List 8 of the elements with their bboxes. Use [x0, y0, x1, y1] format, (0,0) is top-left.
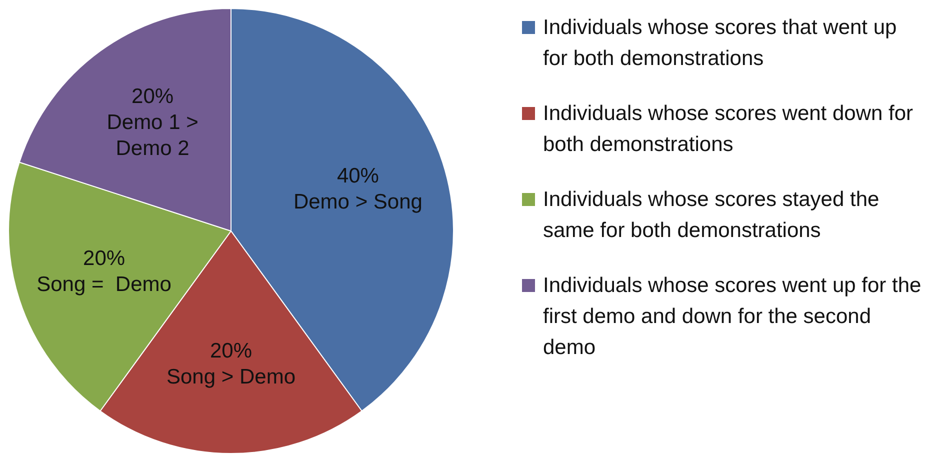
data-label: 20% Song = Demo	[36, 247, 172, 296]
data-label: 20% Demo 1 > Demo 2	[106, 84, 198, 160]
data-label: 40% Demo > Song	[293, 164, 422, 214]
legend-label: Individuals whose scores that went up for both demonstrations	[543, 15, 898, 72]
legend-label: Individuals whose scores went down for both demonstrations	[543, 101, 914, 158]
data-label: 20% Song > Demo	[166, 339, 296, 388]
legend-label: Individuals whose scores stayed the same for both demonstrations	[543, 187, 880, 244]
legend-label: Individuals whose scores went up for the first demo and down for the second demo	[543, 273, 922, 361]
